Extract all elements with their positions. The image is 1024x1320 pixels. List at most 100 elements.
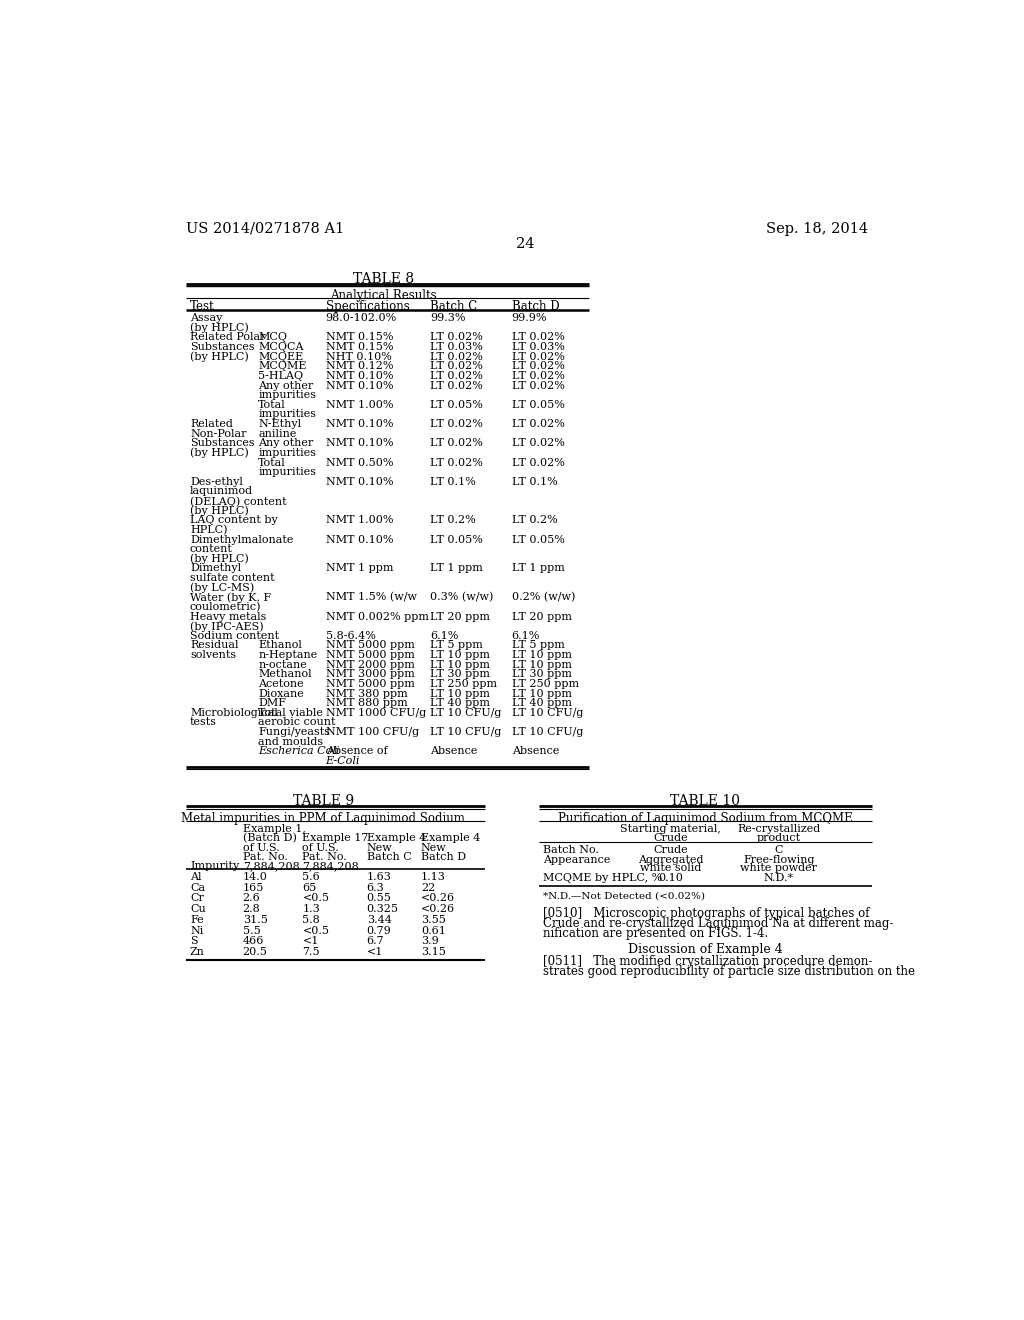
Text: 1.3: 1.3: [302, 904, 321, 915]
Text: Appearance: Appearance: [543, 855, 610, 865]
Text: [0511]   The modified crystallization procedure demon-: [0511] The modified crystallization proc…: [543, 954, 872, 968]
Text: Total: Total: [258, 458, 286, 467]
Text: LT 0.05%: LT 0.05%: [430, 535, 483, 545]
Text: LT 10 CFU/g: LT 10 CFU/g: [512, 727, 583, 737]
Text: (Batch D): (Batch D): [243, 833, 297, 843]
Text: LT 10 ppm: LT 10 ppm: [512, 689, 571, 698]
Text: Pat. No.: Pat. No.: [302, 851, 347, 862]
Text: laquinimod: laquinimod: [190, 487, 253, 496]
Text: LT 10 CFU/g: LT 10 CFU/g: [430, 708, 502, 718]
Text: NMT 0.15%: NMT 0.15%: [326, 342, 393, 352]
Text: LT 0.02%: LT 0.02%: [512, 333, 564, 342]
Text: 0.10: 0.10: [658, 874, 683, 883]
Text: Non-Polar: Non-Polar: [190, 429, 247, 438]
Text: Cr: Cr: [190, 894, 204, 903]
Text: MCQ: MCQ: [258, 333, 287, 342]
Text: Substances: Substances: [190, 438, 255, 449]
Text: Related: Related: [190, 418, 232, 429]
Text: LT 5 ppm: LT 5 ppm: [430, 640, 483, 651]
Text: Water (by K. F: Water (by K. F: [190, 593, 271, 603]
Text: LT 10 CFU/g: LT 10 CFU/g: [430, 727, 502, 737]
Text: 5.8-6.4%: 5.8-6.4%: [326, 631, 376, 640]
Text: Sep. 18, 2014: Sep. 18, 2014: [766, 222, 868, 235]
Text: LT 0.03%: LT 0.03%: [430, 342, 483, 352]
Text: N.D.*: N.D.*: [764, 874, 794, 883]
Text: Sodium content: Sodium content: [190, 631, 280, 640]
Text: 5.6: 5.6: [302, 871, 321, 882]
Text: <0.5: <0.5: [302, 894, 330, 903]
Text: 0.79: 0.79: [367, 925, 391, 936]
Text: and moulds: and moulds: [258, 737, 324, 747]
Text: LT 0.02%: LT 0.02%: [430, 351, 483, 362]
Text: Free-flowing: Free-flowing: [743, 855, 815, 865]
Text: 7,884,208: 7,884,208: [302, 861, 359, 871]
Text: Methanol: Methanol: [258, 669, 312, 680]
Text: <1: <1: [367, 948, 383, 957]
Text: LT 40 ppm: LT 40 ppm: [430, 698, 490, 708]
Text: 3.15: 3.15: [421, 948, 445, 957]
Text: NMT 0.50%: NMT 0.50%: [326, 458, 393, 467]
Text: NMT 1.5% (w/w: NMT 1.5% (w/w: [326, 593, 417, 603]
Text: Batch D: Batch D: [512, 300, 559, 313]
Text: tests: tests: [190, 718, 217, 727]
Text: Example 4: Example 4: [367, 833, 426, 843]
Text: 22: 22: [421, 883, 435, 892]
Text: Ca: Ca: [190, 883, 205, 892]
Text: <0.5: <0.5: [302, 925, 330, 936]
Text: LT 10 ppm: LT 10 ppm: [430, 660, 490, 669]
Text: 7,884,208: 7,884,208: [243, 861, 299, 871]
Text: NMT 2000 ppm: NMT 2000 ppm: [326, 660, 415, 669]
Text: MCQCA: MCQCA: [258, 342, 304, 352]
Text: LT 0.05%: LT 0.05%: [512, 400, 564, 409]
Text: LT 250 ppm: LT 250 ppm: [430, 678, 498, 689]
Text: Dimethyl: Dimethyl: [190, 564, 241, 573]
Text: LT 10 CFU/g: LT 10 CFU/g: [512, 708, 583, 718]
Text: MCQME: MCQME: [258, 362, 307, 371]
Text: impurities: impurities: [258, 391, 316, 400]
Text: product: product: [757, 833, 801, 842]
Text: DMF: DMF: [258, 698, 286, 708]
Text: Related Polar: Related Polar: [190, 333, 265, 342]
Text: 5-HLAQ: 5-HLAQ: [258, 371, 303, 381]
Text: Test: Test: [190, 300, 215, 313]
Text: LT 0.02%: LT 0.02%: [512, 380, 564, 391]
Text: Example 17: Example 17: [302, 833, 369, 843]
Text: impurities: impurities: [258, 447, 316, 458]
Text: of U.S.: of U.S.: [243, 842, 280, 853]
Text: 2.6: 2.6: [243, 894, 260, 903]
Text: NMT 380 ppm: NMT 380 ppm: [326, 689, 408, 698]
Text: 20.5: 20.5: [243, 948, 267, 957]
Text: Acetone: Acetone: [258, 678, 304, 689]
Text: N-Ethyl: N-Ethyl: [258, 418, 301, 429]
Text: TABLE 10: TABLE 10: [671, 795, 740, 808]
Text: C: C: [775, 845, 783, 855]
Text: Absence of: Absence of: [326, 746, 387, 756]
Text: 31.5: 31.5: [243, 915, 267, 925]
Text: Starting material,: Starting material,: [621, 824, 721, 834]
Text: Des-ethyl: Des-ethyl: [190, 477, 243, 487]
Text: Zn: Zn: [190, 948, 205, 957]
Text: (by HPLC): (by HPLC): [190, 506, 249, 516]
Text: Assay: Assay: [190, 313, 222, 323]
Text: aniline: aniline: [258, 429, 297, 438]
Text: NMT 0.10%: NMT 0.10%: [326, 371, 393, 381]
Text: TABLE 8: TABLE 8: [353, 272, 415, 286]
Text: LT 1 ppm: LT 1 ppm: [430, 564, 483, 573]
Text: E-Coli: E-Coli: [326, 756, 360, 766]
Text: Any other: Any other: [258, 438, 313, 449]
Text: (by HPLC): (by HPLC): [190, 447, 249, 458]
Text: 2.8: 2.8: [243, 904, 260, 915]
Text: Fungi/yeasts: Fungi/yeasts: [258, 727, 330, 737]
Text: 6.7: 6.7: [367, 936, 384, 946]
Text: Batch No.: Batch No.: [543, 845, 598, 855]
Text: nification are presented on FIGS. 1-4.: nification are presented on FIGS. 1-4.: [543, 927, 768, 940]
Text: NHT 0.10%: NHT 0.10%: [326, 351, 391, 362]
Text: LT 0.02%: LT 0.02%: [430, 333, 483, 342]
Text: NMT 0.10%: NMT 0.10%: [326, 438, 393, 449]
Text: New: New: [421, 842, 446, 853]
Text: LT 0.2%: LT 0.2%: [430, 515, 476, 525]
Text: LT 0.1%: LT 0.1%: [430, 477, 476, 487]
Text: 99.9%: 99.9%: [512, 313, 547, 323]
Text: S: S: [190, 936, 198, 946]
Text: LT 0.2%: LT 0.2%: [512, 515, 557, 525]
